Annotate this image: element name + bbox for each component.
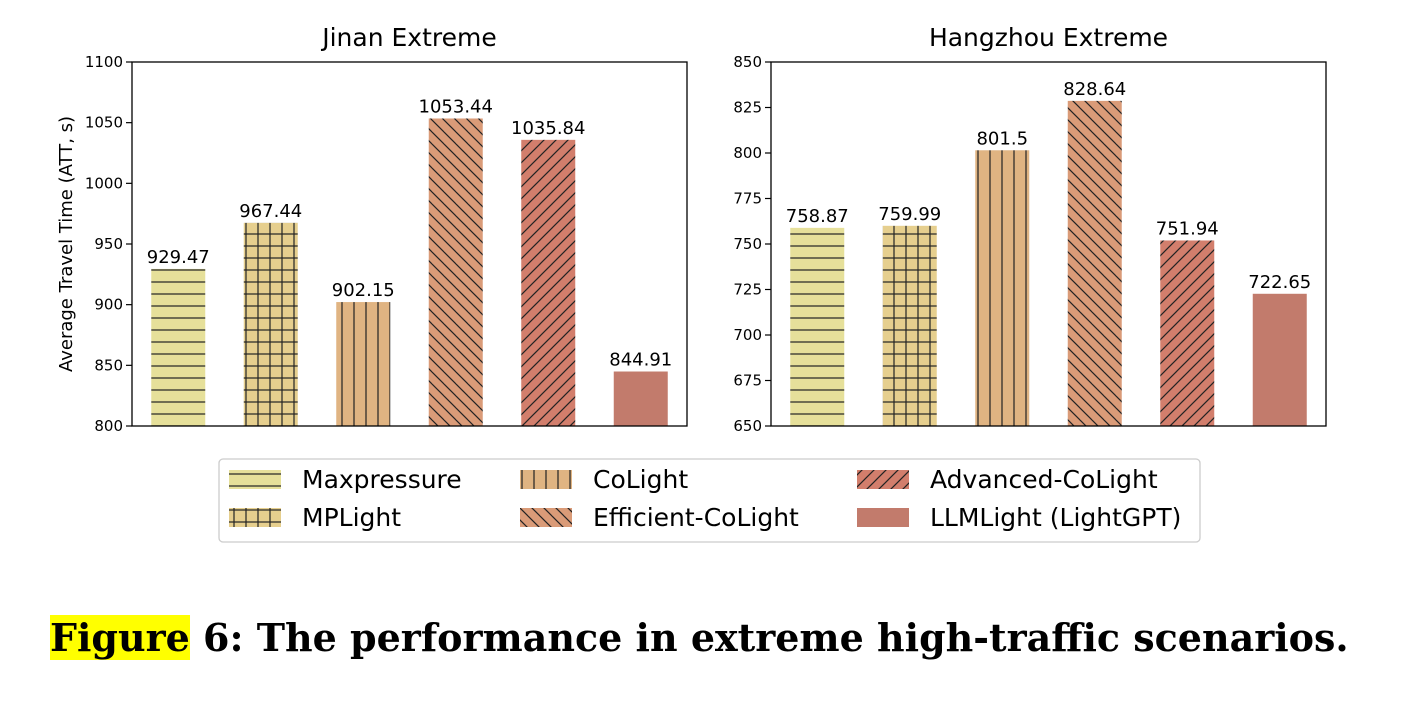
caption-text: 6: The performance in extreme high-traff… xyxy=(189,615,1349,660)
legend-swatch xyxy=(229,470,281,489)
figure-caption: Figure 6: The performance in extreme hig… xyxy=(50,612,1349,664)
bar-value-label: 1053.44 xyxy=(419,96,493,117)
bar-value-label: 722.65 xyxy=(1248,272,1311,293)
bar-maxpressure xyxy=(151,268,206,426)
legend-label: Efficient-CoLight xyxy=(593,503,799,532)
y-tick-label: 1050 xyxy=(85,114,123,132)
plot-frame xyxy=(770,61,1327,427)
y-tick-label: 675 xyxy=(733,372,762,390)
y-tick-label: 1000 xyxy=(85,174,123,192)
bar-value-label: 929.47 xyxy=(147,247,210,268)
subplot-title: Jinan Extreme xyxy=(320,23,497,52)
y-tick-label: 800 xyxy=(94,417,123,435)
bar-llmlight-lightgpt- xyxy=(613,371,668,426)
legend-label: Advanced-CoLight xyxy=(930,465,1158,494)
bar-efficient-colight xyxy=(428,118,483,426)
bar-advanced-colight xyxy=(1160,240,1215,426)
bar-value-label: 759.99 xyxy=(878,204,941,225)
y-tick-label: 850 xyxy=(733,53,762,71)
bar-value-label: 1035.84 xyxy=(511,118,585,139)
legend-frame xyxy=(218,458,1201,543)
legend-swatch xyxy=(520,470,572,489)
legend-swatch xyxy=(857,470,909,489)
bar-value-label: 828.64 xyxy=(1063,79,1126,100)
bar-colight xyxy=(336,302,391,426)
y-tick-label: 800 xyxy=(733,144,762,162)
bar-value-label: 758.87 xyxy=(786,206,849,227)
legend: Maxpressure MPLight CoLight Efficient-CoLig… xyxy=(218,458,1201,543)
subplot-title: Hangzhou Extreme xyxy=(929,23,1168,52)
legend-swatch xyxy=(857,508,909,527)
y-tick-label: 1100 xyxy=(85,53,123,71)
bar-value-label: 844.91 xyxy=(609,350,672,371)
bar-colight xyxy=(975,150,1030,426)
bar-maxpressure xyxy=(790,227,845,426)
legend-label: CoLight xyxy=(593,465,688,494)
bar-value-label: 967.44 xyxy=(239,201,302,222)
y-tick-label: 900 xyxy=(94,296,123,314)
legend-label: Maxpressure xyxy=(302,465,462,494)
y-tick-label: 775 xyxy=(733,190,762,208)
legend-label: MPLight xyxy=(302,503,401,532)
bar-mplight xyxy=(882,225,937,426)
caption-highlight: Figure xyxy=(50,615,190,660)
plot-frame xyxy=(131,61,688,427)
y-tick-label: 650 xyxy=(733,417,762,435)
bar-efficient-colight xyxy=(1067,100,1122,427)
bar-value-label: 801.5 xyxy=(976,128,1028,149)
bar-advanced-colight xyxy=(521,139,576,426)
legend-label: LLMLight (LightGPT) xyxy=(930,503,1181,532)
bar-value-label: 751.94 xyxy=(1156,218,1219,239)
y-axis-label: Average Travel Time (ATT, s) xyxy=(56,116,77,372)
y-tick-label: 850 xyxy=(94,356,123,374)
y-tick-label: 750 xyxy=(733,235,762,253)
bar-mplight xyxy=(243,222,298,426)
subplot-2: Hangzhou Extreme 650 675 700 725 750 775 800 825… xyxy=(733,23,1327,435)
chart: Jinan Extreme 800 850 900 950 1000 1050 1100 929… xyxy=(56,23,1327,543)
legend-swatch xyxy=(520,508,572,527)
subplot-1: Jinan Extreme 800 850 900 950 1000 1050 1100 929… xyxy=(85,23,688,435)
y-tick-label: 700 xyxy=(733,326,762,344)
y-tick-label: 950 xyxy=(94,235,123,253)
bar-llmlight-lightgpt- xyxy=(1252,293,1307,426)
bar-value-label: 902.15 xyxy=(332,280,395,301)
y-tick-label: 725 xyxy=(733,281,762,299)
y-tick-label: 825 xyxy=(733,99,762,117)
legend-swatch xyxy=(229,508,281,527)
